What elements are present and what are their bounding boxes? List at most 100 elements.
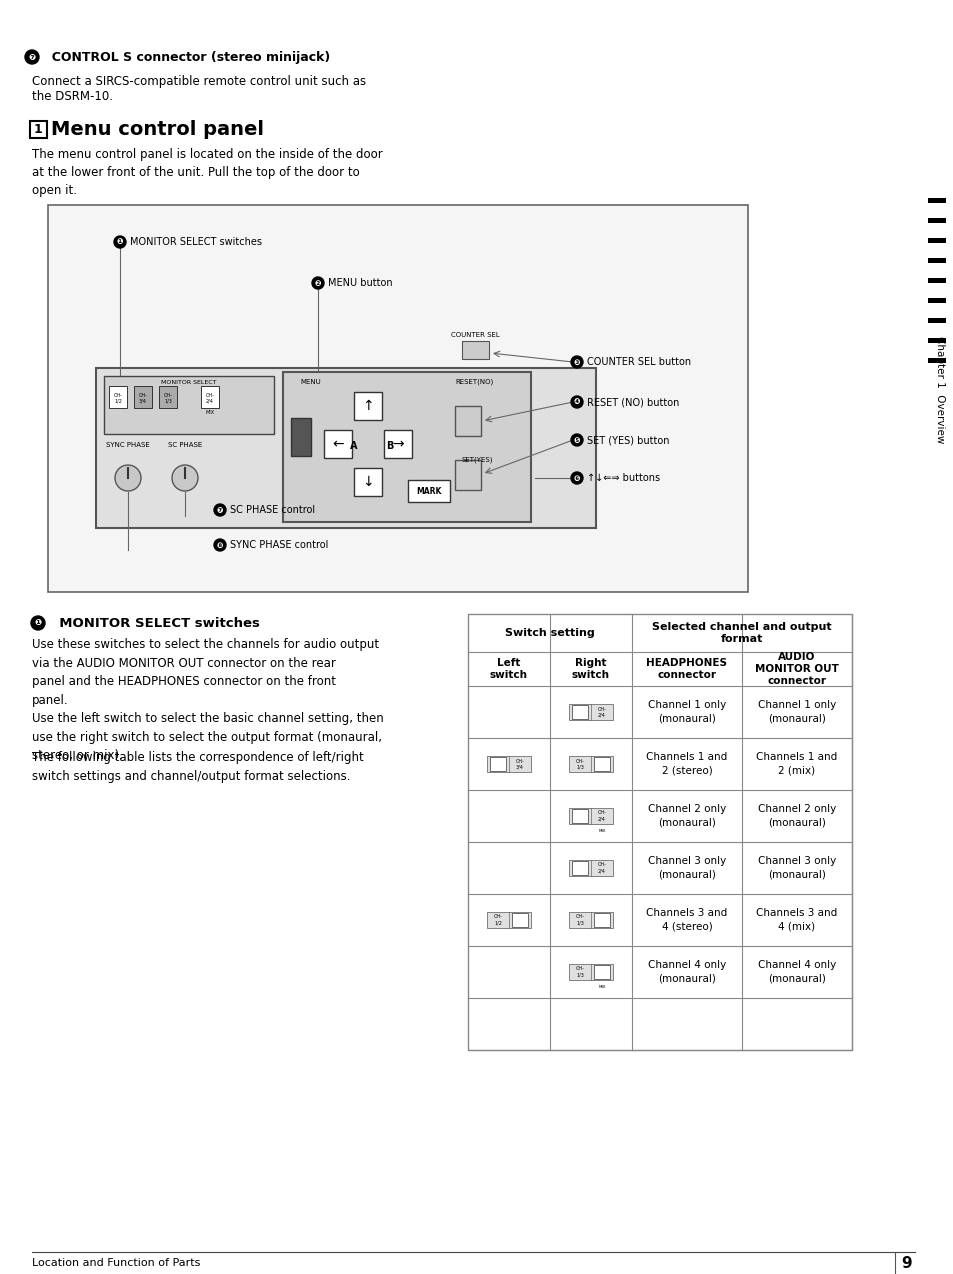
Text: CH-: CH- [597, 862, 606, 868]
Text: ↑: ↑ [362, 399, 374, 413]
Text: CH-: CH- [205, 392, 214, 397]
Text: Right
switch: Right switch [572, 657, 609, 680]
Bar [572, 809, 587, 823]
Text: CH-: CH- [575, 707, 584, 711]
Bar [30, 121, 47, 138]
Text: Channels 3 and
4 (mix): Channels 3 and 4 (mix) [756, 908, 837, 931]
Circle shape [571, 434, 582, 446]
Text: Chapter 1  Overview: Chapter 1 Overview [934, 336, 944, 443]
Text: ❼: ❼ [216, 506, 223, 515]
Text: Location and Function of Parts: Location and Function of Parts [32, 1257, 200, 1268]
Text: 1/3: 1/3 [576, 921, 583, 925]
Text: 1/2: 1/2 [494, 921, 501, 925]
Text: CH-: CH- [575, 810, 584, 815]
Circle shape [213, 539, 226, 550]
Text: SET (YES) button: SET (YES) button [586, 434, 669, 445]
Text: ❺: ❺ [573, 436, 579, 445]
Circle shape [113, 236, 126, 248]
Circle shape [115, 465, 141, 490]
Bar [468, 614, 851, 1050]
Text: Channel 2 only
(monaural): Channel 2 only (monaural) [757, 804, 835, 828]
Text: CH-: CH- [493, 758, 502, 763]
Text: CH-: CH- [597, 915, 606, 920]
Bar [159, 386, 177, 408]
Bar [568, 860, 613, 877]
Text: Use these switches to select the channels for audio output
via the AUDIO MONITOR: Use these switches to select the channel… [32, 638, 383, 762]
Text: MENU button: MENU button [328, 278, 393, 288]
Bar [490, 757, 505, 771]
Text: CH-: CH- [113, 392, 122, 397]
Text: CONTROL S connector (stereo minijack): CONTROL S connector (stereo minijack) [43, 51, 330, 64]
Bar [568, 912, 613, 927]
Text: Channels 1 and
2 (mix): Channels 1 and 2 (mix) [756, 753, 837, 776]
Bar [594, 964, 609, 978]
Bar [48, 205, 747, 592]
Text: 2/4: 2/4 [598, 712, 605, 717]
Circle shape [30, 617, 45, 631]
Text: 3/4: 3/4 [139, 399, 147, 404]
Text: Left
switch: Left switch [490, 657, 527, 680]
Text: RESET (NO) button: RESET (NO) button [586, 397, 679, 406]
Text: CH-: CH- [597, 707, 606, 711]
Text: 2/4: 2/4 [598, 817, 605, 822]
Text: ❷: ❷ [314, 279, 321, 288]
Text: SC PHASE control: SC PHASE control [230, 505, 314, 515]
Text: 1/2: 1/2 [494, 764, 501, 769]
Bar [291, 418, 311, 456]
Bar [927, 197, 945, 203]
Text: 1/3: 1/3 [576, 712, 583, 717]
Bar [201, 386, 219, 408]
Text: Channel 1 only
(monaural): Channel 1 only (monaural) [647, 701, 725, 724]
Text: 9: 9 [901, 1255, 911, 1270]
Text: Menu control panel: Menu control panel [51, 120, 264, 139]
Text: →: → [392, 437, 403, 451]
Text: 2/4: 2/4 [206, 399, 213, 404]
Circle shape [571, 355, 582, 368]
Text: MIX: MIX [598, 985, 605, 989]
Text: 3/4: 3/4 [516, 921, 523, 925]
Bar [133, 386, 152, 408]
Text: 1/3: 1/3 [164, 399, 172, 404]
Circle shape [571, 396, 582, 408]
Bar [568, 964, 613, 980]
Text: MONITOR SELECT: MONITOR SELECT [161, 380, 216, 385]
Text: Channels 3 and
4 (stereo): Channels 3 and 4 (stereo) [646, 908, 727, 931]
Text: SYNC PHASE control: SYNC PHASE control [230, 540, 328, 550]
Text: SYNC PHASE: SYNC PHASE [106, 442, 150, 448]
Bar [283, 372, 531, 522]
Text: 2/4: 2/4 [598, 764, 605, 769]
Text: 3/4: 3/4 [516, 764, 523, 769]
Text: 2/4: 2/4 [598, 972, 605, 977]
Text: HEADPHONES
connector: HEADPHONES connector [646, 657, 727, 680]
Bar [572, 861, 587, 875]
Text: ❸: ❸ [573, 358, 579, 367]
Text: MONITOR SELECT switches: MONITOR SELECT switches [130, 237, 262, 247]
Text: CH-: CH- [597, 810, 606, 815]
Bar [324, 431, 352, 457]
Circle shape [571, 471, 582, 484]
Bar [455, 406, 480, 436]
Text: SET(YES): SET(YES) [461, 457, 493, 464]
Circle shape [213, 505, 226, 516]
Text: ↓: ↓ [362, 475, 374, 489]
Text: Channels 1 and
2 (stereo): Channels 1 and 2 (stereo) [646, 753, 727, 776]
Text: SC PHASE: SC PHASE [168, 442, 202, 448]
Bar [927, 298, 945, 303]
Text: CH-: CH- [575, 967, 584, 972]
Circle shape [172, 465, 198, 490]
Bar [455, 460, 480, 490]
Bar [384, 431, 412, 457]
Text: 1/3: 1/3 [576, 817, 583, 822]
Bar [927, 358, 945, 363]
Bar [109, 386, 127, 408]
Text: CH-: CH- [575, 758, 584, 763]
Text: Channel 1 only
(monaural): Channel 1 only (monaural) [757, 701, 835, 724]
Bar [927, 238, 945, 243]
Bar [927, 218, 945, 223]
Text: ❽: ❽ [216, 540, 223, 549]
Bar [568, 808, 613, 824]
Text: MONITOR SELECT switches: MONITOR SELECT switches [50, 617, 259, 629]
Text: MARK: MARK [416, 487, 441, 496]
Text: ←: ← [332, 437, 343, 451]
Text: CH-: CH- [493, 915, 502, 920]
